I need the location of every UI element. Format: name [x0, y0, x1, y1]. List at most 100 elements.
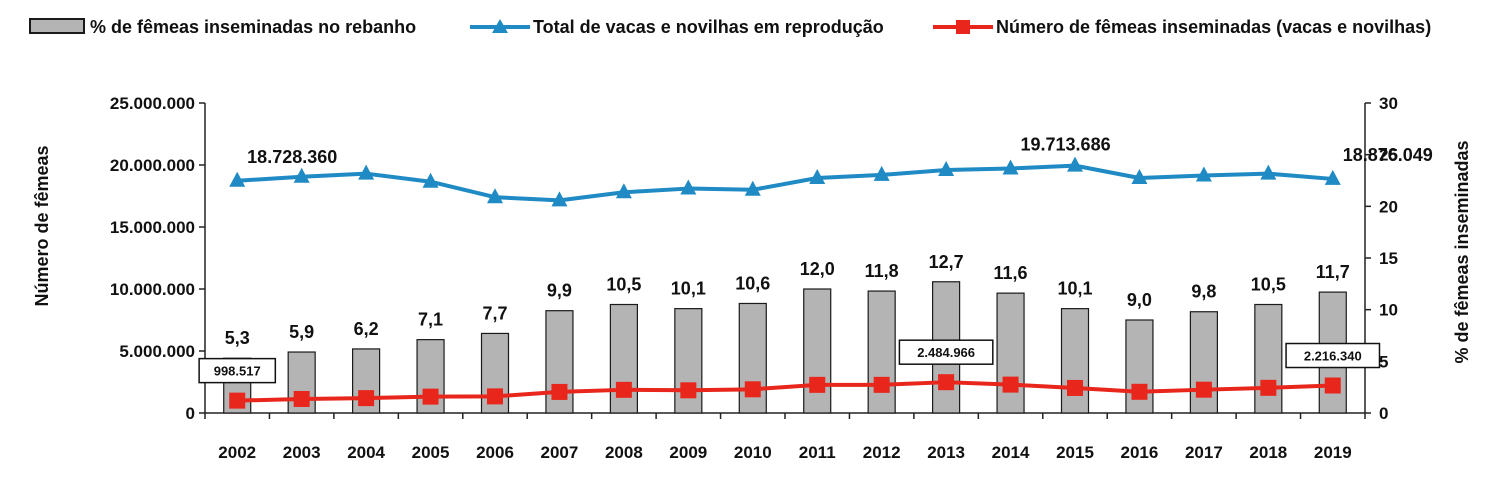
x-tick-label: 2004	[347, 443, 385, 462]
total-point	[615, 183, 632, 199]
total-point	[487, 188, 503, 204]
x-tick-label: 2008	[605, 443, 643, 462]
x-tick-label: 2002	[218, 443, 256, 462]
total-point	[1195, 166, 1212, 182]
inseminated-point	[938, 374, 955, 391]
y-left-tick-label: 20.000.000	[110, 156, 195, 175]
bar	[1254, 303, 1283, 414]
bar	[1060, 308, 1090, 414]
inseminated-point	[358, 390, 375, 407]
total-point	[680, 179, 697, 195]
total-point	[1260, 164, 1277, 180]
y-left-tick-label: 5.000.000	[119, 342, 195, 361]
inseminated-point	[1260, 379, 1277, 396]
annotation-box	[1285, 342, 1381, 369]
legend-swatch-total-marker	[492, 19, 508, 33]
legend: % de fêmeas inseminadas no rebanho Total…	[29, 17, 1431, 37]
x-tick-label: 2011	[799, 443, 836, 462]
total-point	[744, 180, 761, 196]
bar	[1189, 311, 1218, 414]
total-point	[358, 164, 375, 180]
legend-swatch-insem-marker	[956, 20, 970, 34]
y-right-tick-label: 25	[1379, 146, 1398, 165]
y-right-tick-label: 15	[1379, 249, 1398, 268]
total-point	[809, 169, 826, 185]
bar-value-label: 5,9	[289, 322, 314, 342]
x-tick-label: 2019	[1314, 443, 1352, 462]
y-left-tick-label: 25.000.000	[110, 94, 195, 113]
bar-value-label: 9,9	[547, 281, 572, 301]
x-tick-label: 2017	[1185, 443, 1223, 462]
bar-value-label: 11,6	[994, 263, 1028, 283]
inseminated-point	[1002, 376, 1019, 393]
bar	[867, 290, 896, 414]
bar-value-label: 7,7	[482, 303, 507, 323]
inseminated-point	[615, 381, 632, 398]
inseminated-point	[680, 382, 697, 399]
x-tick-label: 2009	[669, 443, 707, 462]
total-point	[1131, 169, 1148, 185]
y-right-tick-label: 20	[1379, 197, 1398, 216]
annotation-label: 19.713.686	[1021, 135, 1111, 155]
inseminated-point	[873, 376, 890, 393]
total-point	[293, 167, 310, 183]
bar-value-label: 9,0	[1127, 290, 1152, 310]
bar	[803, 288, 832, 414]
bar-value-label: 10,5	[1251, 275, 1286, 295]
y-left-tick-label: 15.000.000	[110, 218, 195, 237]
annotation-label: 998.517	[214, 364, 261, 379]
bar-value-label: 10,5	[606, 275, 641, 295]
annotation-box	[898, 339, 994, 365]
plot-area: 0 5.000.000 10.000.000 15.000.000 20.000.000…	[110, 94, 1433, 462]
total-point	[422, 172, 439, 188]
total-point	[1067, 156, 1083, 172]
inseminated-point	[1324, 377, 1341, 394]
annotation-box	[198, 357, 277, 384]
x-tick-label: 2015	[1056, 443, 1094, 462]
bar-value-label: 10,6	[735, 273, 770, 293]
x-tick-label: 2006	[476, 443, 514, 462]
legend-swatch-bars	[29, 18, 85, 34]
y-left-tick-label: 0	[186, 404, 195, 423]
bar	[609, 303, 638, 414]
x-tick-label: 2003	[283, 443, 321, 462]
total-point	[938, 160, 955, 176]
x-tick-label: 2014	[992, 443, 1030, 462]
inseminated-point	[1195, 381, 1212, 398]
bar-value-label: 10,1	[1057, 279, 1092, 299]
annotation-label: 2.484.966	[917, 345, 975, 360]
bar-value-label: 12,0	[800, 259, 835, 279]
inseminated-point	[293, 390, 310, 407]
x-tick-label: 2005	[412, 443, 450, 462]
x-tick-label: 2010	[734, 443, 772, 462]
bar-value-label: 12,7	[929, 252, 964, 272]
y-left-tick-label: 10.000.000	[110, 280, 195, 299]
inseminated-point	[422, 388, 439, 405]
annotation-label: 18.728.360	[247, 147, 337, 167]
y-right-axis-title: % de fêmeas inseminadas	[1452, 140, 1472, 363]
bar-value-label: 5,3	[225, 328, 250, 348]
x-tick-label: 2012	[863, 443, 901, 462]
y-right-tick-label: 5	[1379, 352, 1388, 371]
bar-value-label: 9,8	[1191, 282, 1216, 302]
y-right-tick-label: 30	[1379, 94, 1398, 113]
bar-value-label: 7,1	[418, 310, 443, 330]
bar	[996, 292, 1025, 414]
total-point	[873, 165, 890, 181]
bar-value-label: 6,2	[354, 319, 379, 339]
inseminated-point	[1131, 383, 1148, 400]
inseminated-point	[809, 376, 826, 393]
inseminated-point	[1067, 379, 1083, 396]
bar-value-label: 10,1	[671, 279, 706, 299]
annotation-label: 2.216.340	[1304, 349, 1362, 364]
inseminated-point	[744, 381, 761, 398]
y-right-tick-label: 10	[1379, 301, 1398, 320]
legend-label-insem: Número de fêmeas inseminadas (vacas e no…	[996, 17, 1431, 37]
y-left-axis-title: Número de fêmeas	[32, 145, 52, 306]
total-point	[551, 191, 568, 207]
inseminated-series-line	[237, 380, 1333, 403]
inseminated-point	[551, 383, 568, 400]
total-point	[1002, 159, 1019, 175]
